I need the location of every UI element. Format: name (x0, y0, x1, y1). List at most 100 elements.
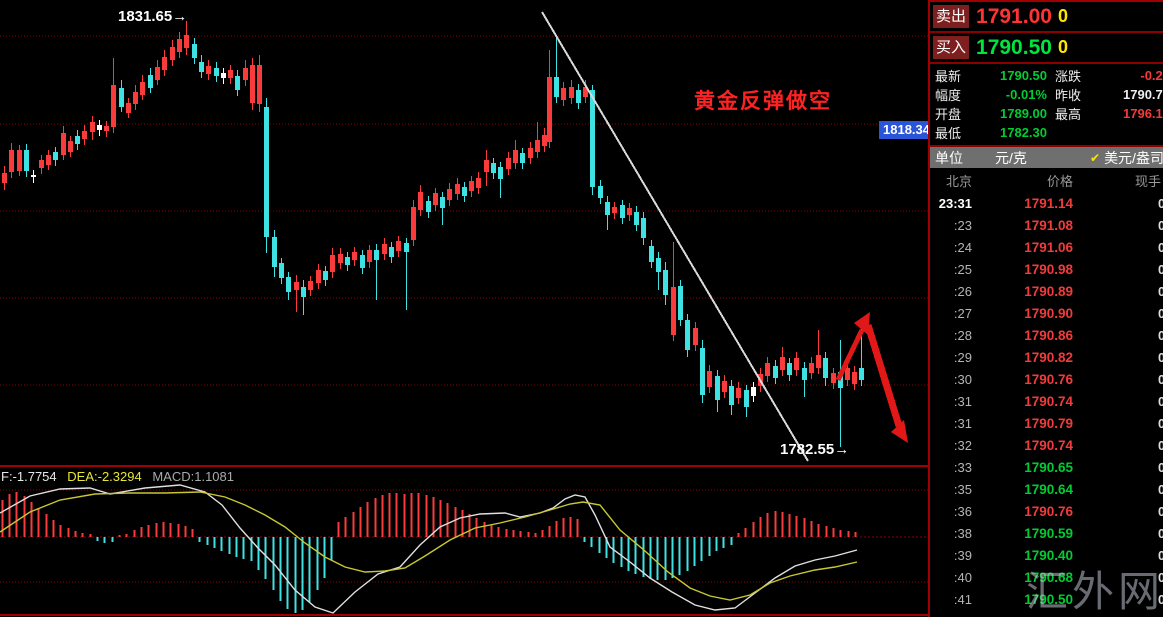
tick-row: :24 1791.06 0 (930, 236, 1163, 258)
candle-body (382, 244, 387, 254)
candle-body (506, 158, 511, 169)
candle-body (426, 201, 431, 212)
stat-label: 幅度 (935, 88, 962, 103)
tick-time: :30 (953, 371, 972, 387)
candle-body (2, 173, 7, 183)
dea-value-label: DEA:-2.3294 (67, 469, 142, 484)
candle-body (214, 68, 219, 76)
candle-body (338, 254, 343, 263)
candle-body (17, 150, 22, 171)
buy-quote-row[interactable]: 买入 1790.50 0 (930, 33, 1163, 64)
candle-body (104, 126, 109, 131)
tick-price: 1791.14 (1024, 195, 1073, 211)
buy-price: 1790.50 (976, 35, 1052, 59)
candle-body (243, 68, 248, 80)
stat-label: 涨跌 (1055, 69, 1082, 84)
candle-body (528, 148, 533, 158)
tick-price: 1791.08 (1024, 217, 1073, 233)
sell-label: 卖出 (933, 5, 970, 28)
candle-body (352, 252, 357, 260)
tick-time: :27 (953, 305, 972, 321)
candle-body (228, 70, 233, 78)
candle-body (845, 368, 850, 380)
stat-label: 最新 (935, 69, 962, 84)
candle-body (206, 66, 211, 74)
candle-body (61, 133, 66, 155)
candle-body (133, 92, 138, 104)
candle-body (374, 250, 379, 260)
candle-body (780, 357, 785, 370)
stat-label: 开盘 (935, 107, 962, 122)
candle-body (707, 371, 712, 387)
candle-body (722, 381, 727, 392)
candle-body (192, 44, 197, 58)
unit-row: 单位 元/克 ✔ 美元/盎司 (930, 147, 1163, 168)
tick-volume: 0 (1158, 195, 1163, 211)
buy-label: 买入 (933, 36, 970, 59)
trend-line (541, 11, 809, 462)
candle-body (491, 163, 496, 173)
unit-label: 单位 (935, 149, 963, 166)
candle-body (389, 247, 394, 257)
tick-time: :33 (953, 459, 972, 475)
candle-body (301, 287, 306, 297)
sell-qty: 0 (1057, 6, 1068, 26)
candle-body (126, 103, 131, 113)
tick-volume: 0 (1158, 525, 1163, 541)
tick-volume: 0 (1158, 283, 1163, 299)
candle-body (641, 218, 646, 238)
tick-time: :29 (953, 349, 972, 365)
panel-top-border (930, 0, 1163, 2)
tick-row: :41 1790.50 0 (930, 588, 1163, 610)
candle-body (627, 208, 632, 215)
stat-label: 最高 (1055, 107, 1082, 122)
tick-row: :38 1790.59 0 (930, 522, 1163, 544)
header-time: 北京 (945, 173, 972, 189)
stat-value: -0.01% (1005, 87, 1047, 102)
tick-price: 1790.64 (1024, 481, 1073, 497)
candle-body (823, 358, 828, 378)
candle-body (221, 73, 226, 78)
candle-body (447, 189, 452, 200)
tick-price: 1790.79 (1024, 415, 1073, 431)
spike-low-price-label: 1782.55→ (780, 441, 850, 458)
candle-body (31, 175, 36, 177)
dea-line (0, 491, 858, 601)
candle-body (170, 47, 175, 60)
tick-price: 1791.06 (1024, 239, 1073, 255)
tick-time: :28 (953, 327, 972, 343)
tick-price: 1790.65 (1024, 459, 1073, 475)
candle-body (264, 107, 269, 237)
candlestick-macd-chart (0, 11, 930, 616)
tick-time: :31 (953, 415, 972, 431)
tick-volume: 0 (1158, 459, 1163, 475)
header-price: 价格 (1046, 173, 1073, 189)
tick-time: :40 (953, 569, 972, 585)
unit-option-cny[interactable]: 元/克 (995, 149, 1027, 166)
tick-time: :25 (953, 261, 972, 277)
tick-price: 1790.90 (1024, 305, 1073, 321)
tick-time: :38 (953, 525, 972, 541)
candle-body (308, 281, 313, 290)
tick-volume: 0 (1158, 547, 1163, 563)
unit-option-usd[interactable]: 美元/盎司 (1104, 149, 1163, 166)
candle-body (802, 368, 807, 380)
arrow_down-head (891, 420, 908, 443)
candle-body (736, 388, 741, 398)
candle-body (119, 88, 124, 107)
sell-price: 1791.00 (976, 4, 1052, 28)
tick-row: :33 1790.65 0 (930, 456, 1163, 478)
candle-body (773, 366, 778, 378)
tick-table-body: 23:31 1791.14 0:23 1791.08 0:24 1791.06 0:25 17… (930, 192, 1163, 610)
price-tag: 1818.34 (879, 121, 934, 139)
sell-quote-row[interactable]: 卖出 1791.00 0 (930, 2, 1163, 33)
candle-body (685, 320, 690, 350)
candle-body (612, 207, 617, 213)
tick-time: :39 (953, 547, 972, 563)
tick-price: 1790.59 (1024, 525, 1073, 541)
candle-body (859, 368, 864, 380)
candle-body (794, 358, 799, 370)
peak-price-label: 1831.65→ (118, 8, 188, 25)
tick-row: 23:31 1791.14 0 (930, 192, 1163, 214)
